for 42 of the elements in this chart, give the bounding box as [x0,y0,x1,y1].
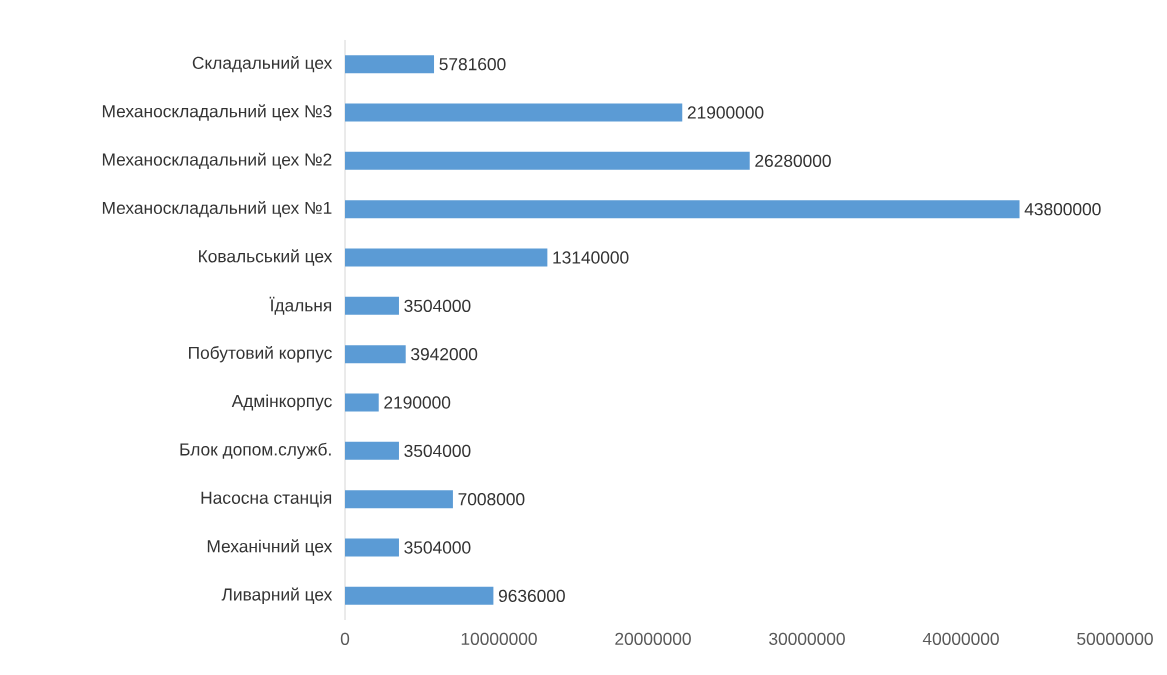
data-label: 5781600 [439,58,506,71]
y-tick-label: Механічний цех [207,539,333,556]
data-label: 43800000 [1024,203,1101,216]
bar [345,490,453,509]
data-label: 3942000 [411,348,478,361]
y-tick-label: Механоскладальний цех №1 [102,201,332,218]
data-label: 9636000 [498,589,565,602]
bar [345,296,399,315]
bar [345,248,548,267]
bar [345,393,379,412]
data-label: 21900000 [687,106,764,119]
bar [345,103,683,122]
bar [345,151,750,170]
bar [345,586,494,605]
y-tick-label: Адмінкорпус [231,394,332,411]
y-tick-label: Механоскладальний цех №3 [102,104,332,121]
y-tick-label: Блок допом.служб. [180,442,331,459]
y-tick-label: Ливарний цех [221,587,333,605]
bar [345,538,399,557]
y-tick-label: Побутовий корпус [189,345,332,363]
data-label: 26280000 [755,154,831,167]
data-label: 2190000 [384,396,451,409]
x-tick-label: 40000000 [922,632,999,645]
data-label: 3504000 [404,541,471,554]
y-tick-label: Механоскладальний цех №2 [102,152,332,169]
bar [345,345,406,364]
y-tick-label: Їдальня [269,296,332,315]
y-tick-label: Ковальський цех [199,249,333,266]
x-tick-label: 50000000 [1077,632,1153,645]
data-label: 13140000 [553,251,629,264]
data-label: 7008000 [458,493,525,506]
y-tick-label: Насосна станція [201,491,332,508]
data-label: 3504000 [404,299,471,312]
x-tick-label: 10000000 [461,632,537,645]
bar [345,200,1020,219]
bar [345,441,399,460]
bar [345,55,435,74]
x-tick-label: 30000000 [769,632,845,645]
data-label: 3504000 [404,444,471,457]
y-tick-label: Складальний цех [192,56,333,73]
x-tick-label: 0 [340,632,350,645]
x-tick-label: 20000000 [615,632,691,645]
